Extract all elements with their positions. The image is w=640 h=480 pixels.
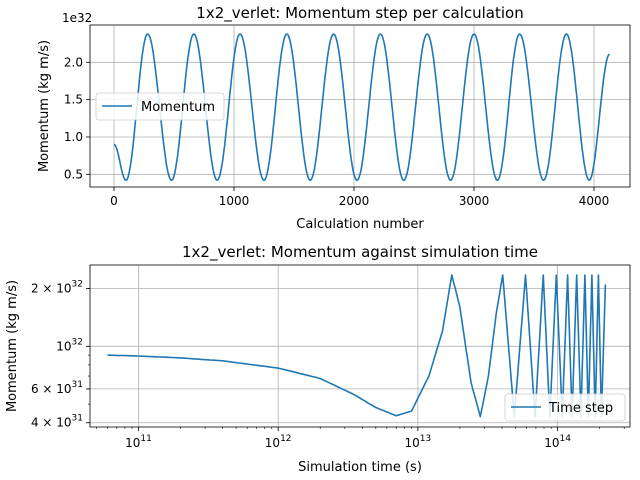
top-y-ticks: 0.5 1.0 1.5 2.0: [64, 55, 90, 181]
top-legend-box: [95, 92, 225, 121]
bottom-series-time-step: [107, 274, 607, 418]
top-y-offset-text: 1e32: [62, 11, 92, 25]
top-y-tick-label: 2.0: [64, 55, 83, 69]
bottom-series-line: [107, 274, 607, 418]
top-chart-title: 1x2_verlet: Momentum step per calculatio…: [196, 4, 523, 23]
bottom-grid: [90, 265, 630, 427]
top-x-tick-label: 4000: [579, 194, 610, 208]
bottom-chart-title: 1x2_verlet: Momentum against simulation …: [182, 243, 538, 262]
top-axes-frame: [89, 24, 631, 188]
top-x-tick-label: 2000: [339, 194, 370, 208]
bottom-x-tick-label: 1014: [544, 434, 571, 450]
top-x-tick-label: 3000: [459, 194, 490, 208]
bottom-y-axis-label: Momentum (kg m/s): [5, 280, 20, 412]
top-series-momentum: [113, 33, 611, 182]
bottom-legend: Time step: [504, 393, 626, 422]
bottom-y-tick-label: 2 × 1032: [31, 279, 83, 295]
momentum-per-calculation-chart: 1x2_verlet: Momentum step per calculatio…: [37, 4, 631, 232]
top-series-line: [113, 33, 611, 182]
top-x-ticks: 0 1000 2000 3000 4000: [110, 187, 609, 208]
bottom-y-tick-label: 4 × 1031: [31, 414, 83, 430]
bottom-legend-label: Time step: [548, 401, 613, 416]
momentum-vs-time-chart: 1x2_verlet: Momentum against simulation …: [5, 243, 631, 475]
bottom-x-tick-label: 1012: [265, 434, 292, 450]
bottom-x-tick-label: 1013: [404, 434, 431, 450]
top-x-tick-label: 1000: [219, 194, 250, 208]
top-y-tick-label: 1.0: [64, 130, 83, 144]
top-y-axis-label: Momentum (kg m/s): [37, 40, 52, 172]
bottom-y-ticks: 4 × 1031 6 × 1031 1032 2 × 1032: [31, 279, 90, 430]
bottom-x-ticks: 1011 1012 1013 1014: [96, 427, 625, 450]
top-y-tick-label: 1.5: [64, 93, 83, 107]
bottom-y-tick-label: 6 × 1031: [31, 380, 83, 396]
bottom-x-axis-label: Simulation time (s): [298, 460, 422, 475]
bottom-y-tick-label: 1032: [56, 337, 83, 353]
top-legend-label: Momentum: [141, 100, 215, 115]
bottom-x-tick-label: 1011: [125, 434, 152, 450]
top-legend: Momentum: [95, 92, 225, 121]
bottom-legend-box: [504, 393, 626, 422]
top-x-tick-label: 0: [110, 194, 118, 208]
top-x-axis-label: Calculation number: [296, 217, 424, 232]
top-y-tick-label: 0.5: [64, 167, 83, 181]
